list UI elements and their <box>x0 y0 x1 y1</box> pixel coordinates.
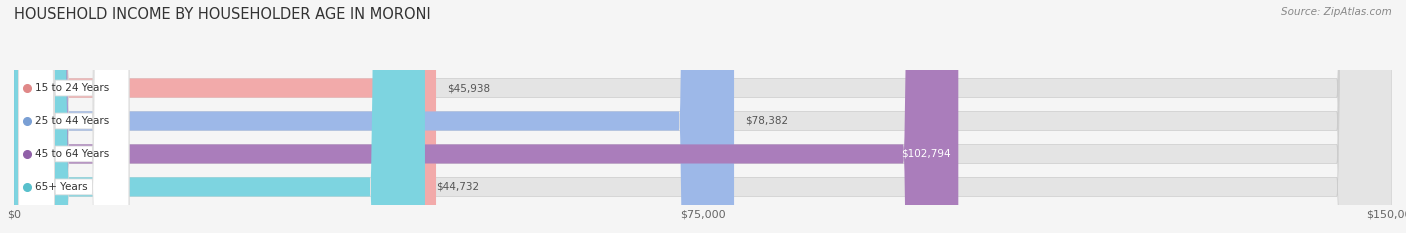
FancyBboxPatch shape <box>14 0 1392 233</box>
FancyBboxPatch shape <box>14 0 734 233</box>
FancyBboxPatch shape <box>18 0 129 233</box>
FancyBboxPatch shape <box>14 0 425 233</box>
FancyBboxPatch shape <box>18 0 129 233</box>
Text: 65+ Years: 65+ Years <box>35 182 87 192</box>
Text: 25 to 44 Years: 25 to 44 Years <box>35 116 110 126</box>
FancyBboxPatch shape <box>14 0 959 233</box>
Text: $78,382: $78,382 <box>745 116 789 126</box>
Text: 15 to 24 Years: 15 to 24 Years <box>35 83 110 93</box>
FancyBboxPatch shape <box>14 0 436 233</box>
FancyBboxPatch shape <box>14 0 1392 233</box>
Text: HOUSEHOLD INCOME BY HOUSEHOLDER AGE IN MORONI: HOUSEHOLD INCOME BY HOUSEHOLDER AGE IN M… <box>14 7 430 22</box>
Text: 45 to 64 Years: 45 to 64 Years <box>35 149 110 159</box>
FancyBboxPatch shape <box>14 0 1392 233</box>
Text: Source: ZipAtlas.com: Source: ZipAtlas.com <box>1281 7 1392 17</box>
Text: $102,794: $102,794 <box>901 149 950 159</box>
Text: $45,938: $45,938 <box>447 83 491 93</box>
FancyBboxPatch shape <box>14 0 1392 233</box>
Text: $44,732: $44,732 <box>436 182 479 192</box>
FancyBboxPatch shape <box>18 0 129 233</box>
FancyBboxPatch shape <box>18 0 129 233</box>
